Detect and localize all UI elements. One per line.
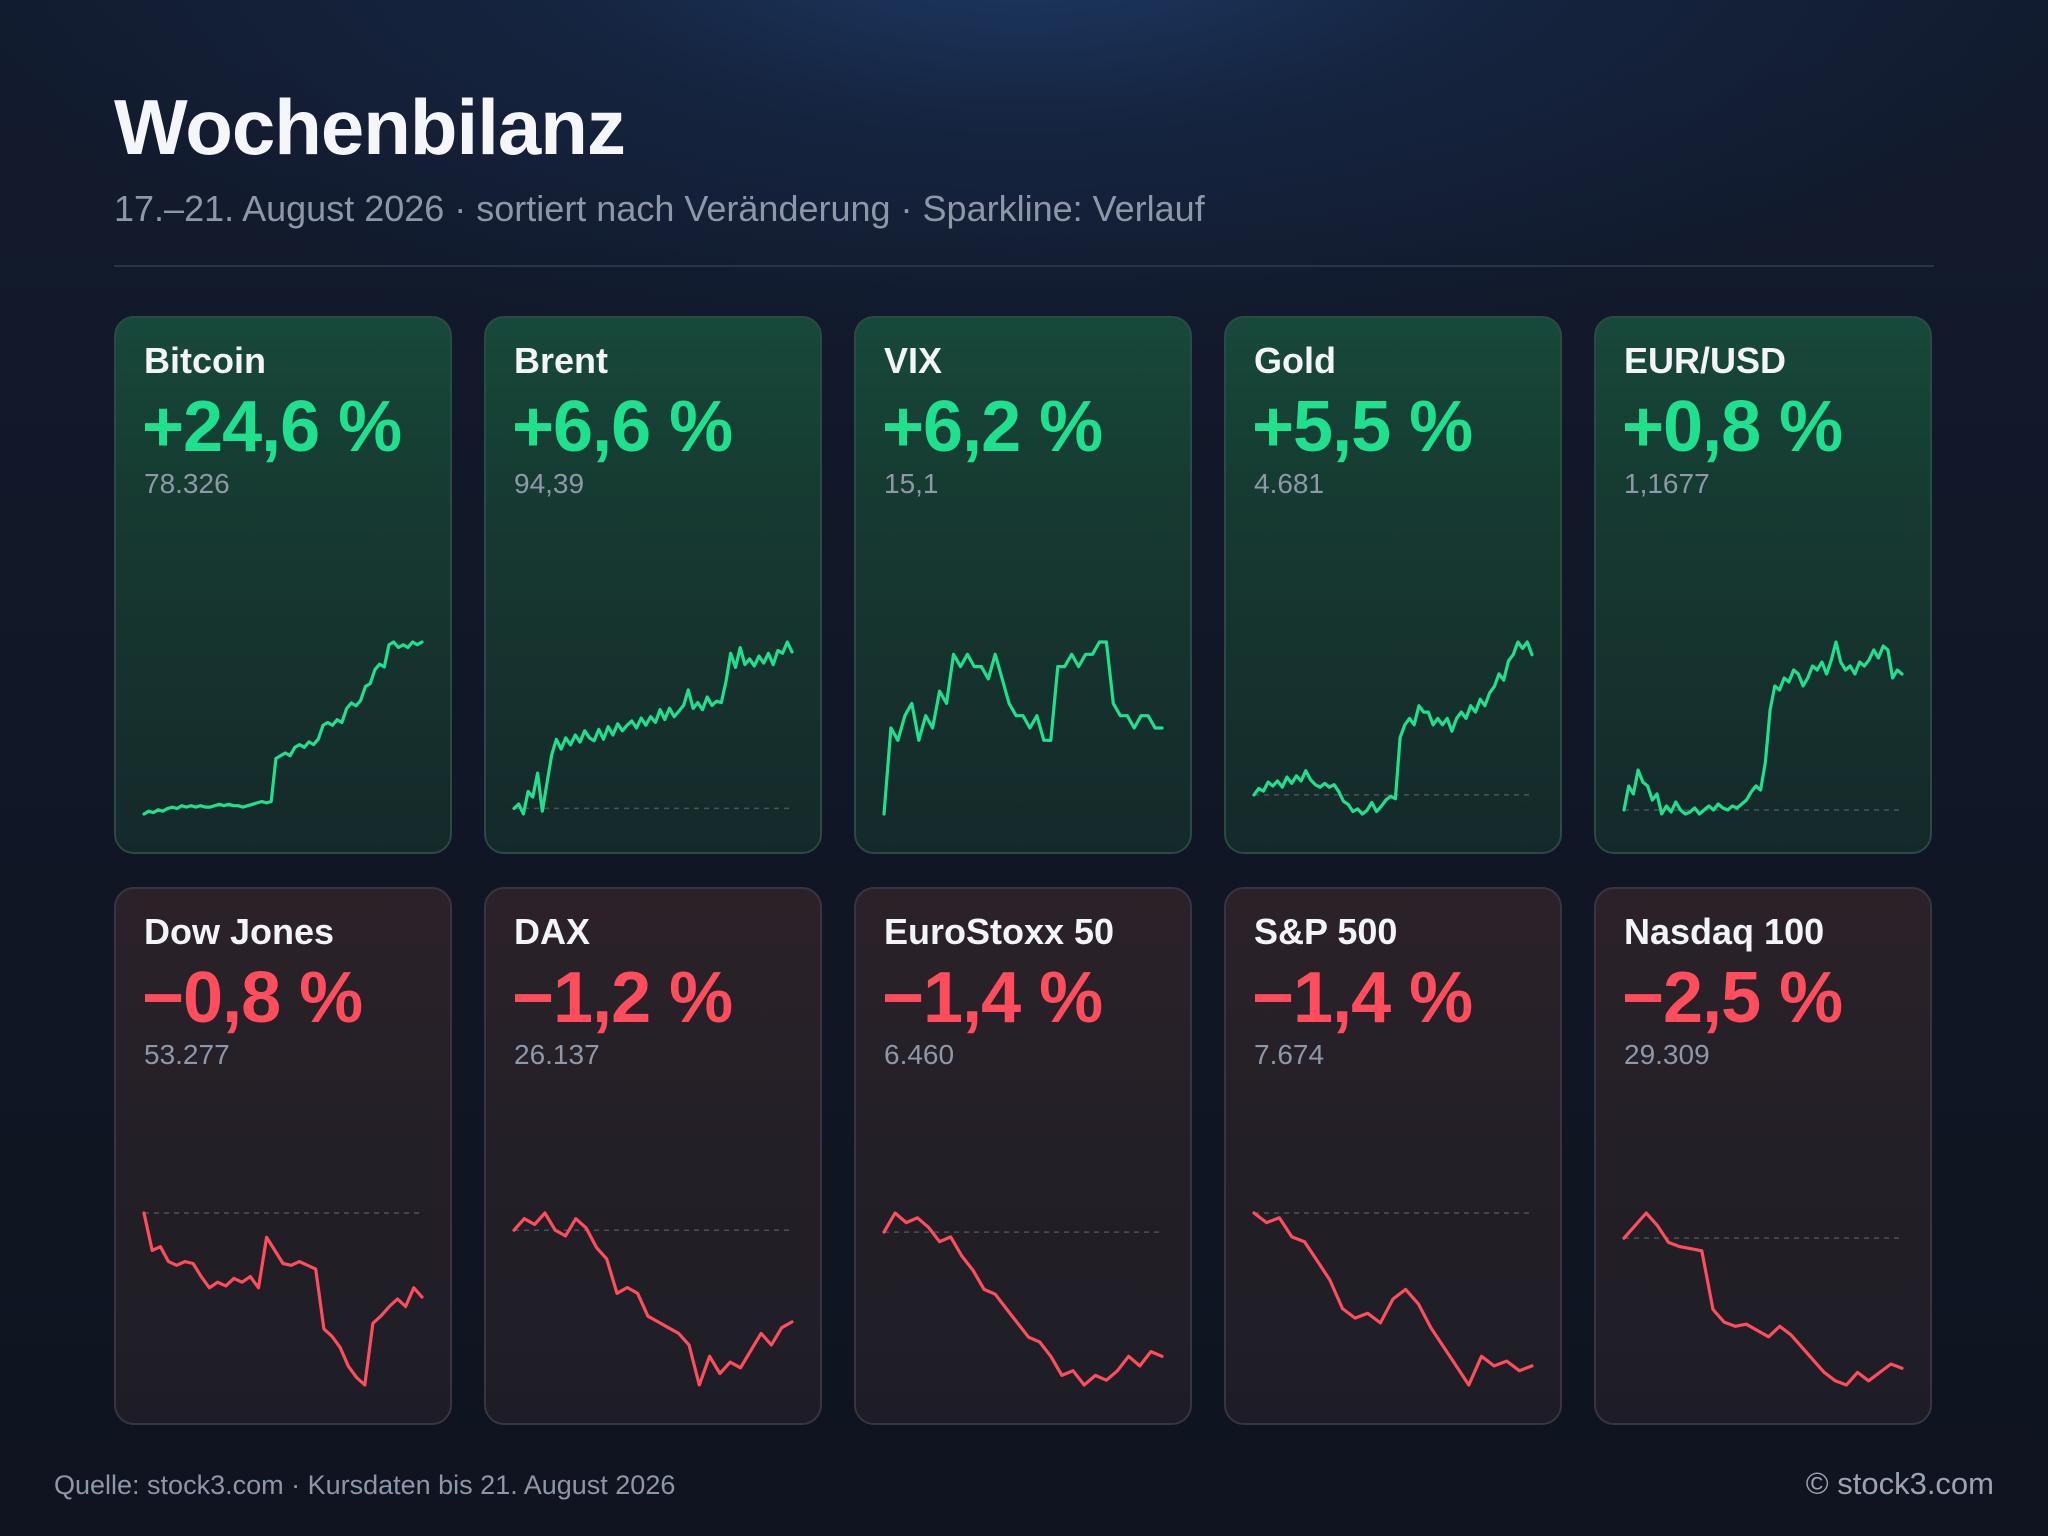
card-eur-usd: EUR/USD +0,8 % 1,1677 xyxy=(1594,316,1932,854)
sparkline-series-line xyxy=(1252,640,1534,816)
sparkline xyxy=(142,640,424,816)
sparkline-series-line xyxy=(1252,1211,1534,1387)
card-change: +6,2 % xyxy=(882,387,1103,467)
card-dow-jones: Dow Jones −0,8 % 53.277 xyxy=(114,887,452,1425)
sparkline xyxy=(512,1211,794,1387)
card-name: EuroStoxx 50 xyxy=(884,911,1115,952)
card-brent: Brent +6,6 % 94,39 xyxy=(484,316,822,854)
sparkline-series-line xyxy=(882,640,1164,816)
card-last-price: 78.326 xyxy=(144,468,230,499)
sparkline-series-line xyxy=(512,640,794,816)
page-subtitle: 17.–21. August 2026 · sortiert nach Verä… xyxy=(114,188,1205,229)
card-name: DAX xyxy=(514,911,591,952)
card-name: VIX xyxy=(884,340,943,381)
source-note: Quelle: stock3.com · Kursdaten bis 21. A… xyxy=(54,1470,676,1500)
card-change: −1,4 % xyxy=(1252,958,1473,1038)
card-change: +5,5 % xyxy=(1252,387,1473,467)
card-last-price: 53.277 xyxy=(144,1039,230,1070)
card-nasdaq-100: Nasdaq 100 −2,5 % 29.309 xyxy=(1594,887,1932,1425)
card-change: −1,2 % xyxy=(512,958,733,1038)
copyright-note: © stock3.com xyxy=(1805,1466,1994,1501)
card-name: EUR/USD xyxy=(1624,340,1787,381)
sparkline-series-line xyxy=(512,1211,794,1387)
sparkline xyxy=(1622,1211,1904,1387)
card-last-price: 1,1677 xyxy=(1624,468,1710,499)
card-bitcoin: Bitcoin +24,6 % 78.326 xyxy=(114,316,452,854)
card-last-price: 94,39 xyxy=(514,468,585,499)
sparkline-series-line xyxy=(142,640,424,816)
header-divider xyxy=(114,265,1934,267)
card-vix: VIX +6,2 % 15,1 xyxy=(854,316,1192,854)
card-change: −1,4 % xyxy=(882,958,1103,1038)
sparkline xyxy=(1622,640,1904,816)
sparkline-series-line xyxy=(882,1211,1164,1387)
card-name: S&P 500 xyxy=(1254,911,1398,952)
card-change: −2,5 % xyxy=(1622,958,1843,1038)
card-s-p-500: S&P 500 −1,4 % 7.674 xyxy=(1224,887,1562,1425)
card-last-price: 29.309 xyxy=(1624,1039,1710,1070)
card-change: −0,8 % xyxy=(142,958,363,1038)
sparkline xyxy=(1252,640,1534,816)
sparkline xyxy=(882,1211,1164,1387)
sparkline xyxy=(512,640,794,816)
card-change: +24,6 % xyxy=(142,387,402,467)
sparkline-series-line xyxy=(1622,640,1904,816)
card-last-price: 15,1 xyxy=(884,468,939,499)
card-last-price: 7.674 xyxy=(1254,1039,1325,1070)
sparkline xyxy=(142,1211,424,1387)
card-last-price: 26.137 xyxy=(514,1039,600,1070)
card-change: +0,8 % xyxy=(1622,387,1843,467)
card-eurostoxx-50: EuroStoxx 50 −1,4 % 6.460 xyxy=(854,887,1192,1425)
card-change: +6,6 % xyxy=(512,387,733,467)
card-dax: DAX −1,2 % 26.137 xyxy=(484,887,822,1425)
card-name: Brent xyxy=(514,340,609,381)
card-name: Nasdaq 100 xyxy=(1624,911,1825,952)
card-gold: Gold +5,5 % 4.681 xyxy=(1224,316,1562,854)
page-title: Wochenbilanz xyxy=(114,83,626,171)
sparkline-series-line xyxy=(142,1211,424,1387)
sparkline xyxy=(1252,1211,1534,1387)
sparkline-series-line xyxy=(1622,1211,1904,1387)
card-name: Bitcoin xyxy=(144,340,266,381)
sparkline xyxy=(882,640,1164,816)
card-last-price: 4.681 xyxy=(1254,468,1325,499)
card-name: Dow Jones xyxy=(144,911,335,952)
card-name: Gold xyxy=(1254,340,1336,381)
card-last-price: 6.460 xyxy=(884,1039,955,1070)
